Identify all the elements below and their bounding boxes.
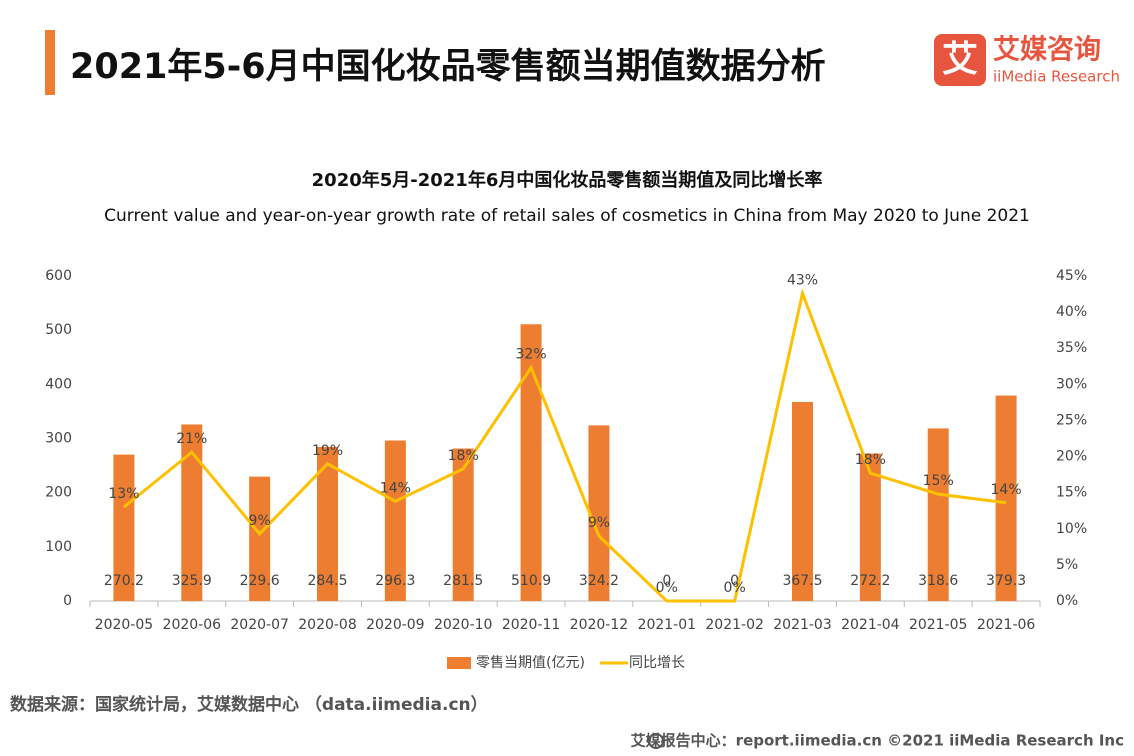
bar-value-label: 229.6 xyxy=(240,573,280,589)
x-tick-label: 2020-07 xyxy=(230,617,289,633)
bar xyxy=(452,448,474,601)
line-value-label: 21% xyxy=(176,431,207,447)
footer-icon xyxy=(648,733,664,749)
legend-swatch xyxy=(447,657,471,669)
y2-tick-label: 35% xyxy=(1056,340,1087,356)
page-title: 2021年5-6月中国化妆品零售额当期值数据分析 xyxy=(70,47,826,87)
bar xyxy=(384,440,406,601)
line-value-label: 19% xyxy=(312,443,343,459)
bar xyxy=(792,401,813,601)
line-value-label: 43% xyxy=(787,272,818,288)
bar-value-label: 367.5 xyxy=(782,573,822,589)
y-tick-label: 200 xyxy=(45,485,72,501)
bar xyxy=(995,395,1017,601)
y-tick-label: 600 xyxy=(45,268,72,284)
line-value-label: 14% xyxy=(991,482,1022,498)
bar-value-label: 296.3 xyxy=(375,573,415,589)
bar xyxy=(520,324,542,601)
bar xyxy=(181,424,203,601)
line xyxy=(122,288,1007,603)
x-tick-label: 2021-03 xyxy=(773,617,832,633)
line-value-label: 13% xyxy=(108,486,139,502)
legend-label: 零售当期值(亿元) xyxy=(476,655,585,671)
chart-subtitle: Current value and year-on-year growth ra… xyxy=(104,206,1030,226)
y-tick-label: 100 xyxy=(45,539,72,555)
bar-value-label: 272.2 xyxy=(850,573,890,589)
line-value-label: 15% xyxy=(923,473,954,489)
x-tick-label: 2020-09 xyxy=(366,617,425,633)
bar-value-label: 379.3 xyxy=(986,573,1026,589)
y2-tick-label: 30% xyxy=(1056,376,1087,392)
line-value-label: 32% xyxy=(516,347,547,363)
bar xyxy=(317,446,338,601)
bar-value-label: 0 xyxy=(730,573,739,589)
line-value-label: 0% xyxy=(724,580,746,596)
y-tick-label: 300 xyxy=(45,431,72,447)
y2-tick-label: 45% xyxy=(1056,268,1087,284)
x-tick-label: 2020-06 xyxy=(163,617,222,633)
y2-tick-label: 40% xyxy=(1056,304,1087,320)
y2-tick-label: 25% xyxy=(1056,412,1087,428)
logo-box xyxy=(934,34,986,86)
source: 数据来源：国家统计局，艾媒数据中心 （data.iimedia.cn） xyxy=(10,694,488,715)
line-value-label: 18% xyxy=(855,452,886,468)
x-tick-label: 2020-05 xyxy=(95,617,154,633)
bar xyxy=(588,425,610,601)
line-value-label: 9% xyxy=(588,515,610,531)
x-tick-label: 2021-05 xyxy=(909,617,968,633)
x-tick-label: 2020-12 xyxy=(570,617,629,633)
y2-tick-label: 20% xyxy=(1056,449,1087,465)
logo-sub: iiMedia Research xyxy=(993,68,1120,86)
y2-tick-label: 5% xyxy=(1056,557,1078,573)
y2-tick-label: 0% xyxy=(1056,593,1078,609)
bar-value-label: 318.6 xyxy=(918,573,958,589)
title-accent xyxy=(45,30,55,95)
y2-tick-label: 15% xyxy=(1056,485,1087,501)
line-value-label: 9% xyxy=(249,513,271,529)
y-tick-label: 400 xyxy=(45,376,72,392)
bar xyxy=(927,428,949,601)
chart-title: 2020年5月-2021年6月中国化妆品零售额当期值及同比增长率 xyxy=(312,169,823,191)
footer: 艾媒报告中心：report.iimedia.cn ©2021 iiMedia R… xyxy=(631,732,1124,750)
bar-value-label: 284.5 xyxy=(307,573,347,589)
bar-value-label: 270.2 xyxy=(104,573,144,589)
y-tick-label: 500 xyxy=(45,322,72,338)
x-tick-label: 2021-01 xyxy=(638,617,697,633)
x-tick-label: 2021-04 xyxy=(841,617,900,633)
x-tick-label: 2020-11 xyxy=(502,617,561,633)
bar xyxy=(859,453,881,601)
bar-value-label: 281.5 xyxy=(443,573,483,589)
x-tick-label: 2021-02 xyxy=(705,617,764,633)
bar-value-label: 325.9 xyxy=(172,573,212,589)
y2-tick-label: 10% xyxy=(1056,521,1087,537)
logo-icon: 艾 xyxy=(942,39,978,80)
line-value-label: 14% xyxy=(380,480,411,496)
line-value-label: 18% xyxy=(448,448,479,464)
bar-value-label: 510.9 xyxy=(511,573,551,589)
bar xyxy=(113,454,135,601)
y-tick-label: 0 xyxy=(63,593,72,609)
x-tick-label: 2020-08 xyxy=(298,617,357,633)
x-tick-label: 2021-06 xyxy=(977,617,1036,633)
bar-value-label: 0 xyxy=(662,573,671,589)
bar-value-label: 324.2 xyxy=(579,573,619,589)
x-tick-label: 2020-10 xyxy=(434,617,493,633)
legend-label: 同比增长 xyxy=(629,655,685,671)
bar xyxy=(249,476,271,601)
line-value-label: 0% xyxy=(656,580,678,596)
logo-name: 艾媒咨询 xyxy=(993,34,1101,66)
